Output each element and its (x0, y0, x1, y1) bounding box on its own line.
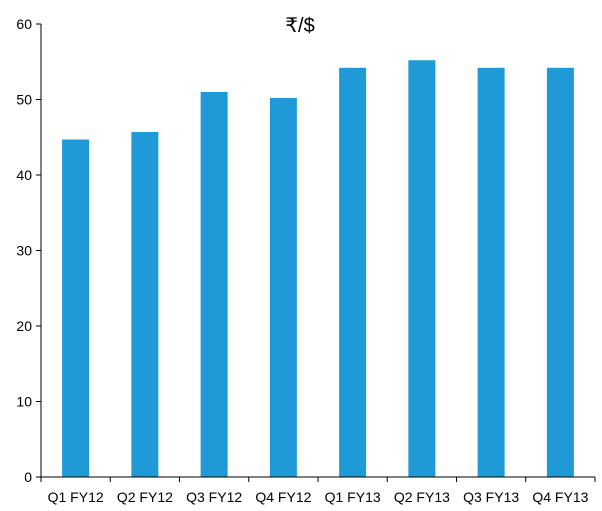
x-tick-label: Q1 FY13 (325, 489, 381, 505)
bar (546, 67, 574, 477)
x-tick-label: Q4 FY13 (532, 489, 588, 505)
y-tick-label: 40 (16, 167, 32, 183)
bar (339, 67, 367, 477)
x-tick-label: Q4 FY12 (255, 489, 311, 505)
y-tick-label: 50 (16, 92, 32, 108)
x-tick-label: Q3 FY12 (186, 489, 242, 505)
y-tick-label: 60 (16, 16, 32, 32)
x-tick-label: Q2 FY13 (394, 489, 450, 505)
bar (477, 67, 505, 477)
x-tick-label: Q3 FY13 (463, 489, 519, 505)
bar (408, 60, 436, 478)
y-tick-label: 20 (16, 318, 32, 334)
bar (200, 91, 228, 477)
x-axis: Q1 FY12 Q2 FY12 Q3 FY12 Q4 FY12 Q1 FY13 Q2 FY… (40, 476, 596, 505)
y-axis: 0 10 20 30 40 50 60 (16, 16, 42, 485)
y-tick-label: 0 (24, 469, 32, 485)
y-tick-label: 10 (16, 394, 32, 410)
bars-group (62, 60, 574, 478)
bar (131, 131, 159, 477)
y-tick-label: 30 (16, 243, 32, 259)
x-tick-label: Q1 FY12 (48, 489, 104, 505)
bar (62, 139, 90, 477)
chart-title: ₹/$ (285, 15, 314, 37)
x-tick-label: Q2 FY12 (117, 489, 173, 505)
bar (269, 97, 297, 478)
